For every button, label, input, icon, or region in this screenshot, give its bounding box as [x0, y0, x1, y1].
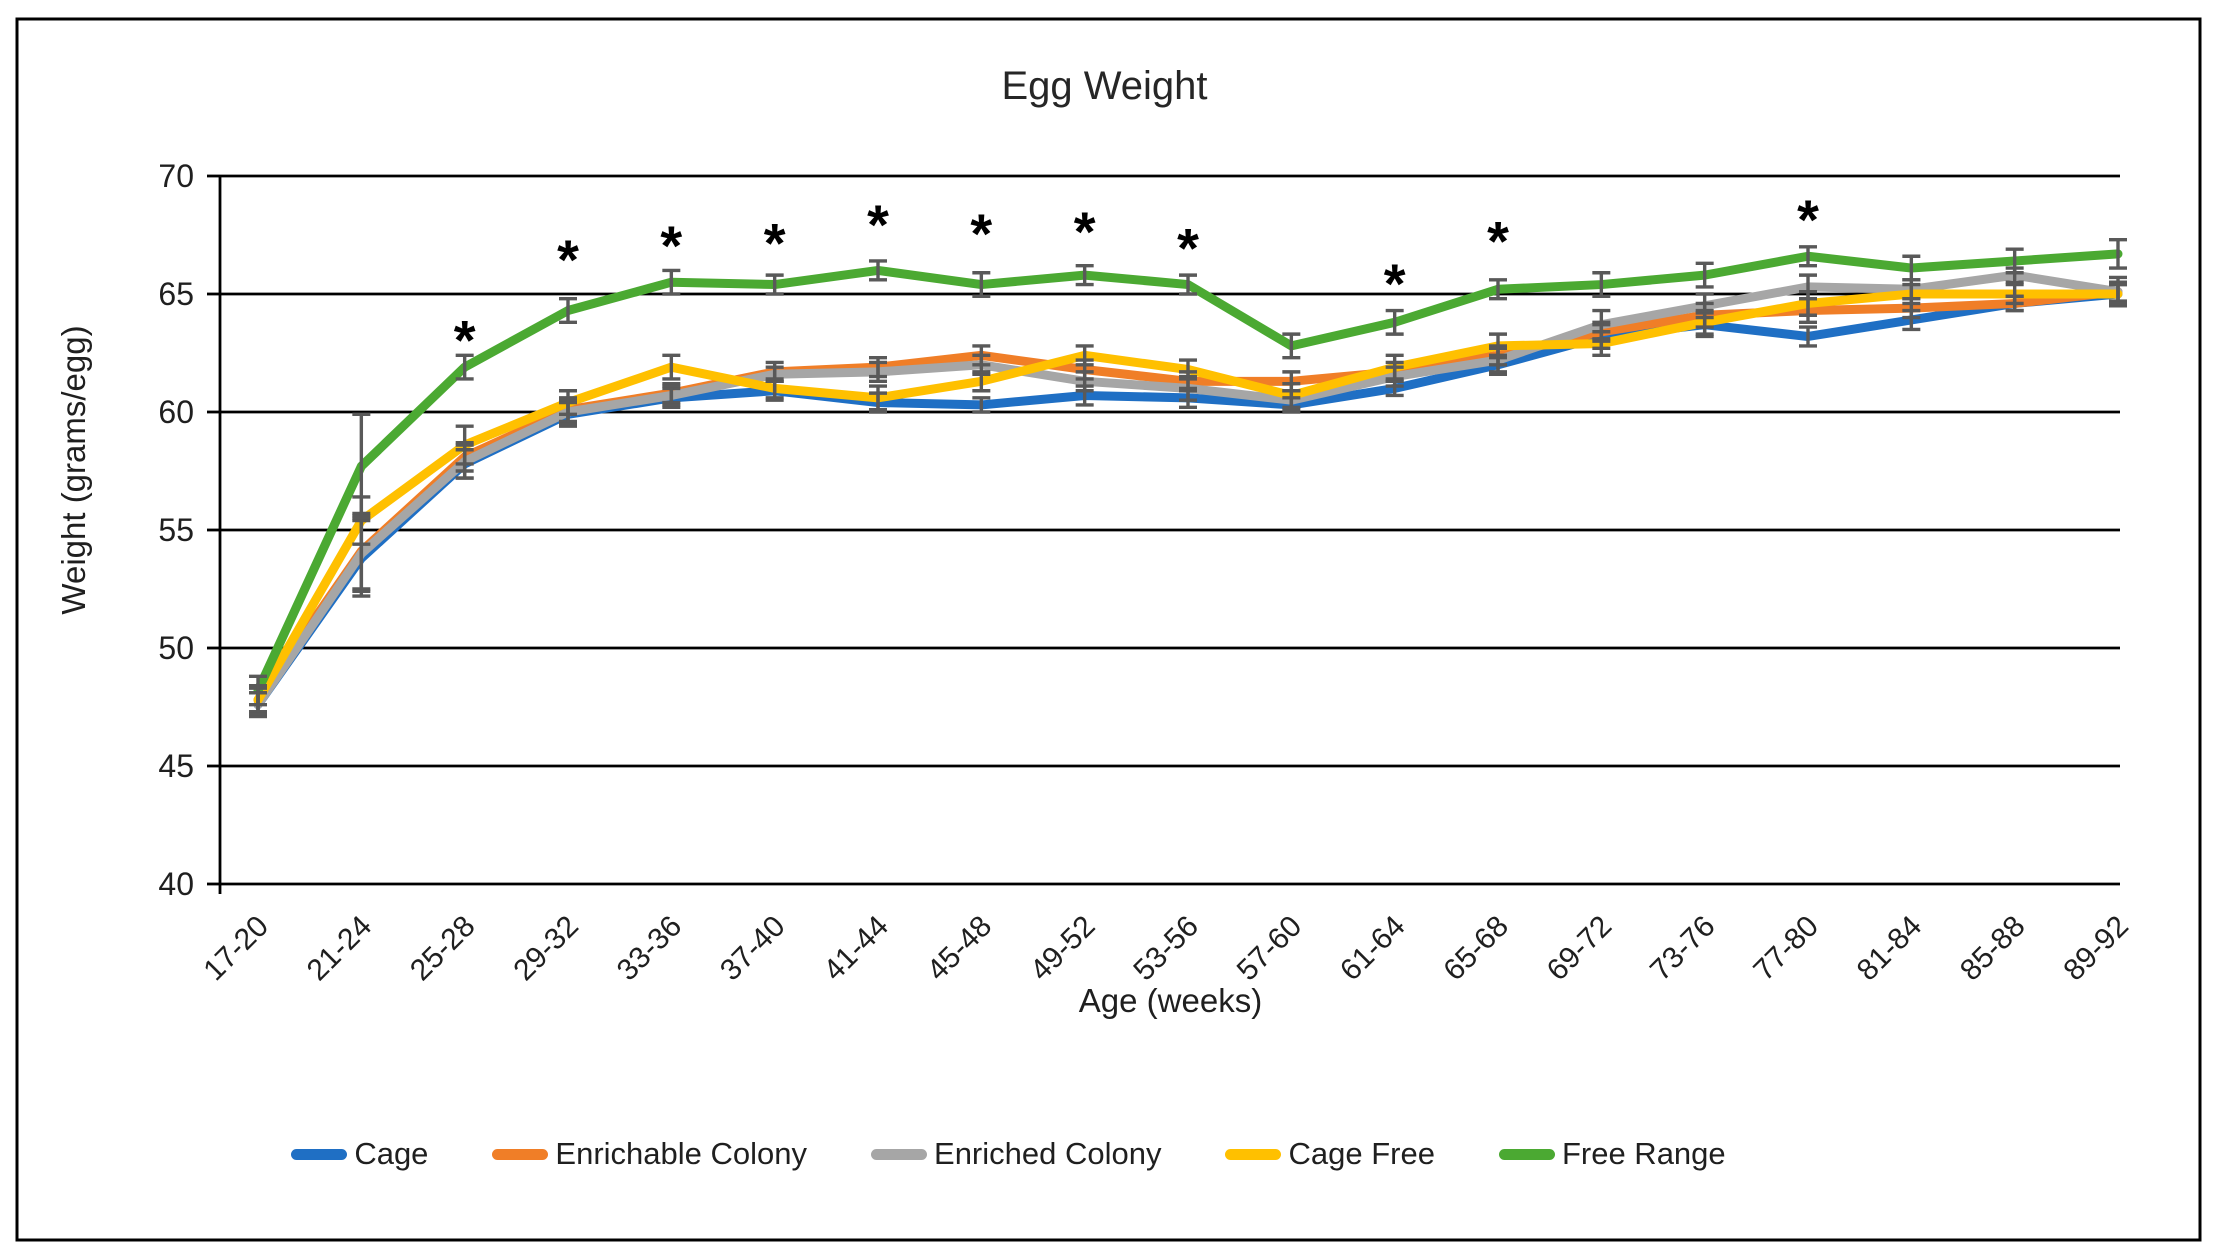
x-tick-label: 77-80 — [1747, 910, 1825, 988]
x-tick-label: 49-52 — [1024, 910, 1102, 988]
y-tick-label: 40 — [158, 866, 194, 902]
significance-asterisk: * — [1797, 188, 1819, 251]
legend-swatch-enrichable-colony — [492, 1148, 549, 1160]
y-tick-label: 55 — [158, 512, 194, 548]
significance-markers: * * * * * * * * * * * — [454, 188, 1819, 371]
significance-asterisk: * — [970, 202, 992, 265]
chart-legend: Cage Enrichable Colony Enriched Colony Cage… — [0, 1136, 2117, 1172]
significance-asterisk: * — [1074, 200, 1096, 263]
significance-asterisk: * — [867, 193, 889, 256]
legend-item-cage: Cage — [291, 1136, 428, 1172]
legend-swatch-cage-free — [1225, 1148, 1282, 1160]
x-tick-label: 37-40 — [714, 910, 792, 988]
x-tick-label: 85-88 — [1954, 910, 2032, 988]
legend-swatch-cage — [291, 1148, 348, 1160]
y-tick-label: 60 — [158, 394, 194, 430]
significance-asterisk: * — [454, 308, 476, 371]
legend-label: Free Range — [1561, 1136, 1726, 1171]
significance-asterisk: * — [1487, 209, 1509, 272]
x-axis-labels: 17-20 21-24 25-28 29-32 33-36 37-40 41-44 45-48… — [197, 910, 2135, 988]
x-tick-label: 53-56 — [1127, 910, 1205, 988]
figure-border — [15, 17, 2202, 1242]
chart-title: Egg Weight — [1001, 64, 1208, 108]
error-bars — [249, 238, 2127, 719]
significance-asterisk: * — [557, 228, 579, 291]
x-tick-label: 21-24 — [301, 910, 379, 988]
x-tick-label: 25-28 — [404, 910, 482, 988]
significance-asterisk: * — [660, 214, 682, 277]
x-tick-label: 45-48 — [921, 910, 999, 988]
legend-item-enrichable-colony: Enrichable Colony — [492, 1136, 807, 1172]
x-tick-label: 33-36 — [611, 910, 689, 988]
series-line-enrichable-colony — [253, 287, 2123, 705]
x-tick-label: 41-44 — [817, 910, 895, 988]
legend-item-enriched-colony: Enriched Colony — [871, 1136, 1161, 1172]
x-axis-title: Age (weeks) — [1078, 982, 1263, 1019]
x-tick-label: 89-92 — [2057, 910, 2135, 988]
x-tick-label: 29-32 — [507, 910, 585, 988]
series-line-enriched-colony — [253, 270, 2123, 710]
series-lines — [253, 249, 2123, 710]
legend-label: Cage — [354, 1136, 429, 1171]
x-tick-label: 61-64 — [1334, 910, 1412, 988]
legend-swatch-free-range — [1498, 1148, 1555, 1160]
x-tick-label: 81-84 — [1851, 910, 1929, 988]
significance-asterisk: * — [1384, 252, 1406, 315]
y-tick-label: 50 — [158, 630, 194, 666]
series-line-free-range — [253, 249, 2123, 695]
legend-item-cage-free: Cage Free — [1225, 1136, 1435, 1172]
series-line-cage — [253, 289, 2123, 710]
x-tick-label: 65-68 — [1437, 910, 1515, 988]
y-tick-label: 65 — [158, 276, 194, 312]
x-tick-label: 17-20 — [197, 910, 275, 988]
legend-label: Enriched Colony — [934, 1136, 1162, 1171]
legend-item-free-range: Free Range — [1498, 1136, 1726, 1172]
legend-swatch-enriched-colony — [871, 1148, 928, 1160]
x-tick-label: 57-60 — [1231, 910, 1309, 988]
legend-label: Cage Free — [1288, 1136, 1435, 1171]
significance-asterisk: * — [1177, 216, 1199, 279]
y-tick-label: 70 — [158, 158, 194, 194]
significance-asterisk: * — [764, 212, 786, 275]
series-line-cage-free — [253, 289, 2123, 705]
y-axis-title: Weight (grams/egg) — [55, 325, 92, 615]
legend-label: Enrichable Colony — [555, 1136, 808, 1171]
y-axis: 40 45 50 55 60 65 70 — [158, 158, 222, 902]
y-tick-label: 45 — [158, 748, 194, 784]
x-tick-label: 69-72 — [1541, 910, 1619, 988]
x-tick-label: 73-76 — [1644, 910, 1722, 988]
